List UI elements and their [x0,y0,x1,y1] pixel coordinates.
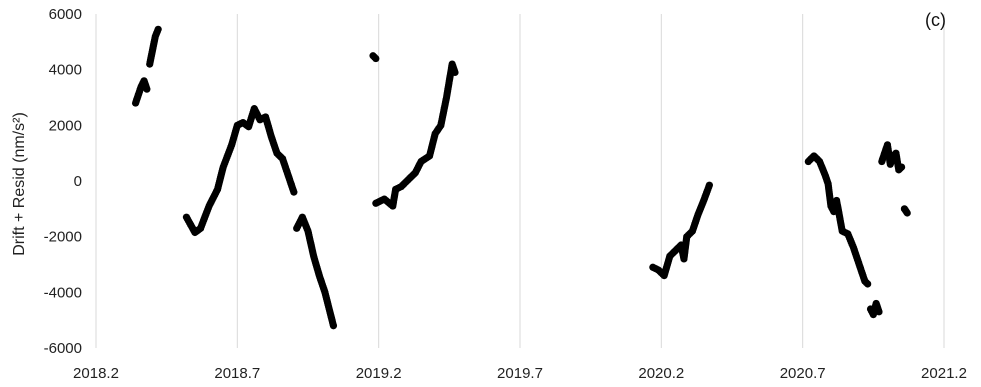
data-segment-3 [293,213,338,330]
data-point [329,322,338,330]
data-point [864,280,872,288]
x-tick-label: 2018.7 [214,365,260,382]
x-axis-tick-labels: 2018.2 2018.7 2019.2 2019.7 2020.2 2020.7 2021… [73,365,967,382]
y-axis-label: Drift + Resid (nm/s²) [11,112,28,256]
data-segment-4 [369,52,380,63]
data-point [143,85,151,93]
data-segment-6 [649,181,713,280]
x-tick-label: 2019.2 [356,365,402,382]
data-segment-9 [878,141,906,174]
data-segment-1 [146,25,162,68]
data-point [154,25,162,33]
y-tick-label: 6000 [49,6,82,23]
x-tick-label: 2020.2 [638,365,684,382]
y-tick-label: 4000 [49,62,82,79]
data-point [705,181,713,189]
x-tick-label: 2018.2 [73,365,119,382]
y-axis-tick-labels: 6000 4000 2000 0 -2000 -4000 -6000 [44,6,82,357]
x-tick-label: 2021.2 [921,365,967,382]
data-segment-10 [900,205,911,217]
data-segment-8 [866,299,883,319]
x-tick-label: 2020.7 [780,365,826,382]
vertical-gridlines [95,14,945,348]
data-point [372,54,380,63]
data-point [898,163,906,171]
data-point [451,68,459,77]
y-tick-label: -4000 [44,284,82,301]
x-tick-label: 2019.7 [497,365,543,382]
data-segment-7 [804,152,872,288]
y-tick-label: 0 [74,173,82,190]
data-point [903,209,911,217]
data-segment-0 [131,77,151,107]
y-tick-label: 2000 [49,117,82,134]
panel-label: (c) [925,10,946,30]
data-segment-5 [372,60,459,210]
data-points [131,25,911,330]
data-point [875,308,883,316]
y-tick-label: -6000 [44,340,82,357]
y-tick-label: -2000 [44,229,82,246]
data-point [290,188,298,196]
data-segment-2 [182,105,298,237]
